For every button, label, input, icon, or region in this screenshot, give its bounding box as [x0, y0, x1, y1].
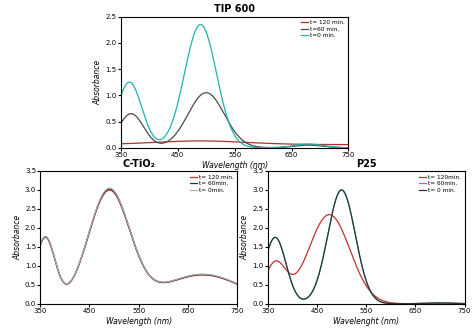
X-axis label: Wavelength (nm): Wavelength (nm) [201, 161, 268, 170]
Title: P25: P25 [356, 159, 376, 169]
Title: C-TiO₂: C-TiO₂ [122, 159, 155, 169]
Title: TIP 600: TIP 600 [214, 4, 255, 14]
X-axis label: Wavelength (nm): Wavelength (nm) [106, 317, 172, 326]
Y-axis label: Absorbance: Absorbance [94, 59, 103, 105]
Legend: t= 120min., t= 60min., t= 0 min.: t= 120min., t= 60min., t= 0 min. [419, 174, 462, 193]
Legend: t= 120 min., t= 60min., t= 0min.: t= 120 min., t= 60min., t= 0min. [189, 174, 234, 193]
Y-axis label: Absorbance: Absorbance [241, 215, 250, 260]
Y-axis label: Absorbance: Absorbance [13, 215, 22, 260]
Legend: t= 120 min., t=60 min., t=0 min.: t= 120 min., t=60 min., t=0 min. [301, 20, 346, 39]
X-axis label: Wavelenght (nm): Wavelenght (nm) [333, 317, 399, 326]
